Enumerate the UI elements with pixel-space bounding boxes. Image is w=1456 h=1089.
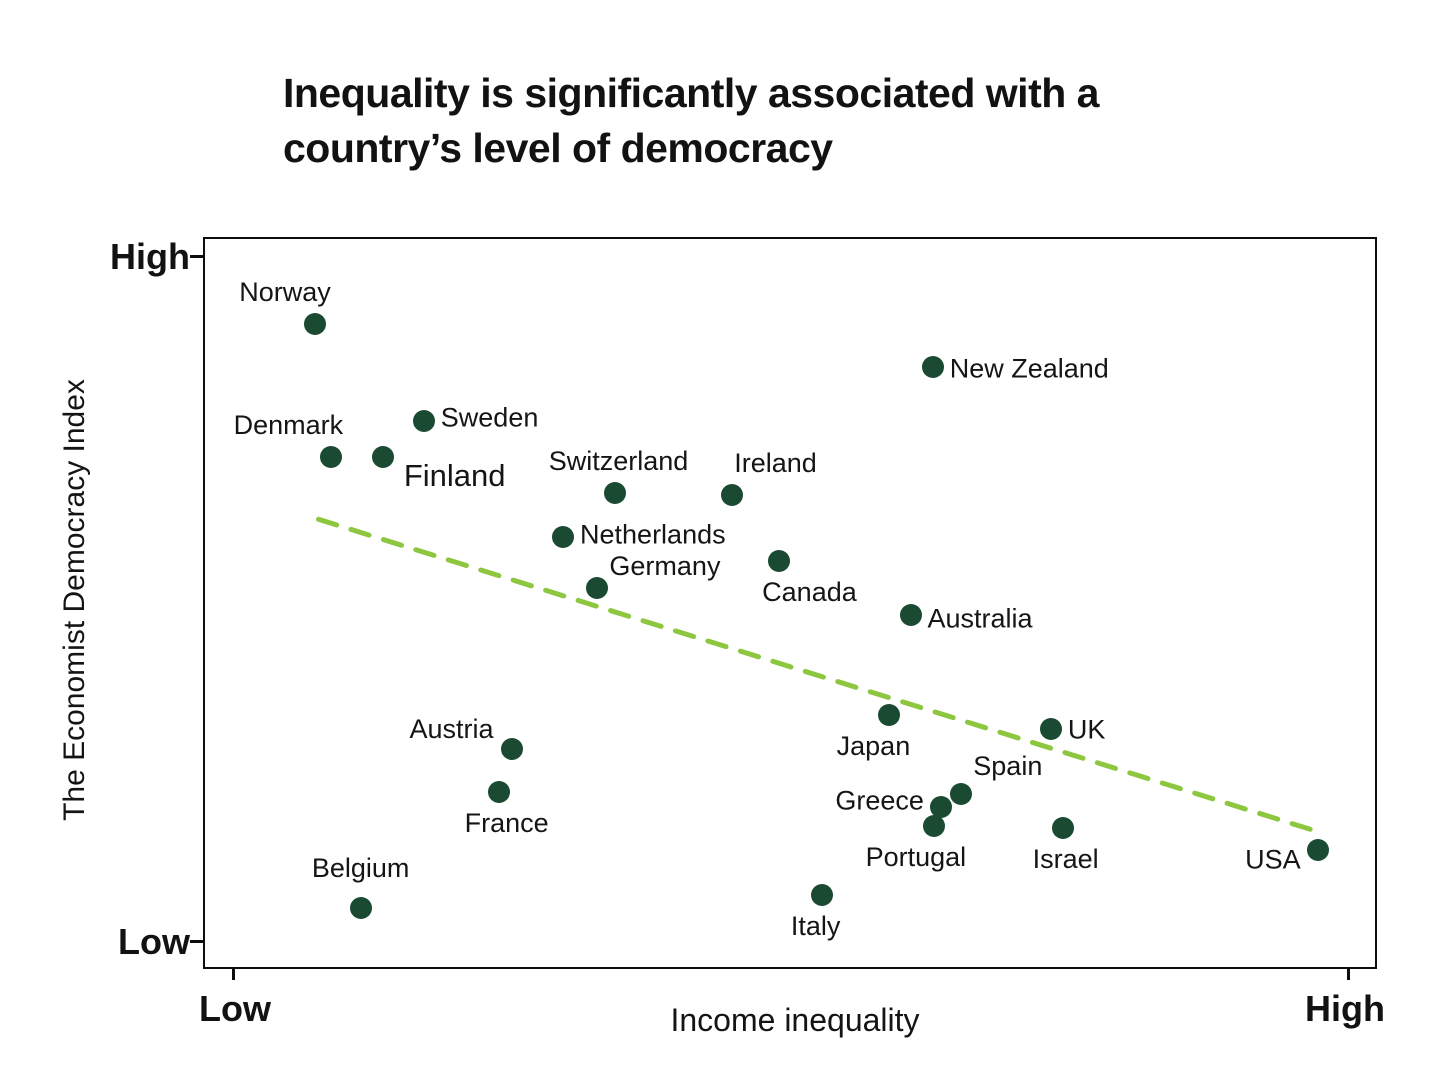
- x-axis-tick-low: Low: [199, 988, 271, 1029]
- data-point-label-switzerland: Switzerland: [548, 446, 689, 477]
- data-point-denmark: [320, 445, 343, 468]
- data-point-label-japan: Japan: [836, 731, 911, 762]
- data-point-france: [487, 781, 510, 804]
- x-axis-tick-high: High: [1305, 988, 1385, 1029]
- data-point-uk: [1039, 717, 1062, 740]
- chart-title: Inequality is significantly associated w…: [283, 66, 1383, 176]
- data-point-italy: [810, 883, 833, 906]
- data-point-label-uk: UK: [1067, 714, 1106, 745]
- trend-line-layer: [315, 516, 1323, 835]
- y-axis-tickmark-high: [190, 255, 203, 258]
- data-point-greece: [929, 795, 952, 818]
- data-point-ireland: [720, 484, 743, 507]
- data-point-label-greece: Greece: [835, 785, 924, 816]
- data-point-label-israel: Israel: [1032, 843, 1099, 874]
- data-point-label-austria: Austria: [409, 714, 494, 745]
- data-point-israel: [1051, 816, 1074, 839]
- chart-title-line2: country’s level of democracy: [283, 125, 833, 171]
- trend-line: [315, 516, 1323, 835]
- data-point-germany: [585, 576, 608, 599]
- data-point-belgium: [349, 897, 372, 920]
- data-point-new-zealand: [921, 356, 944, 379]
- y-axis-tick-high: High: [110, 236, 190, 277]
- data-point-netherlands: [552, 525, 575, 548]
- data-point-label-norway: Norway: [239, 277, 331, 308]
- data-point-label-canada: Canada: [762, 576, 857, 607]
- data-point-canada: [768, 549, 791, 572]
- plot-area: Norway New Zealand Sweden Denmark Finland Swi…: [203, 237, 1377, 969]
- data-point-label-belgium: Belgium: [311, 853, 410, 884]
- x-axis-tickmark-high: [1347, 967, 1350, 980]
- data-point-label-denmark: Denmark: [233, 409, 344, 440]
- data-point-sweden: [412, 410, 435, 432]
- y-axis-title: The Economist Democracy Index: [58, 379, 91, 821]
- data-point-label-australia: Australia: [927, 603, 1033, 634]
- x-axis-title: Income inequality: [670, 1002, 920, 1038]
- data-point-label-germany: Germany: [609, 550, 721, 581]
- data-point-spain: [949, 782, 972, 805]
- x-axis-tickmark-low: [232, 967, 235, 980]
- data-point-label-finland: Finland: [403, 457, 506, 493]
- data-point-japan: [878, 704, 901, 727]
- data-point-usa: [1306, 838, 1329, 861]
- data-point-australia: [899, 603, 922, 626]
- data-point-label-netherlands: Netherlands: [580, 519, 726, 550]
- data-point-label-spain: Spain: [973, 750, 1043, 781]
- data-point-finland: [371, 445, 394, 468]
- data-point-label-france: France: [464, 808, 549, 839]
- data-point-label-new-zealand: New Zealand: [949, 353, 1109, 384]
- y-axis-tickmark-low: [190, 940, 203, 943]
- data-point-austria: [500, 738, 523, 761]
- data-point-norway: [303, 313, 326, 336]
- data-point-label-usa: USA: [1245, 844, 1301, 875]
- data-point-label-italy: Italy: [790, 910, 841, 941]
- data-point-switzerland: [603, 482, 626, 505]
- data-point-label-ireland: Ireland: [734, 448, 817, 479]
- data-point-label-sweden: Sweden: [440, 402, 539, 433]
- data-point-portugal: [922, 814, 945, 837]
- y-axis-tick-low: Low: [118, 921, 190, 962]
- data-point-label-portugal: Portugal: [865, 841, 967, 872]
- chart-title-line1: Inequality is significantly associated w…: [283, 70, 1099, 116]
